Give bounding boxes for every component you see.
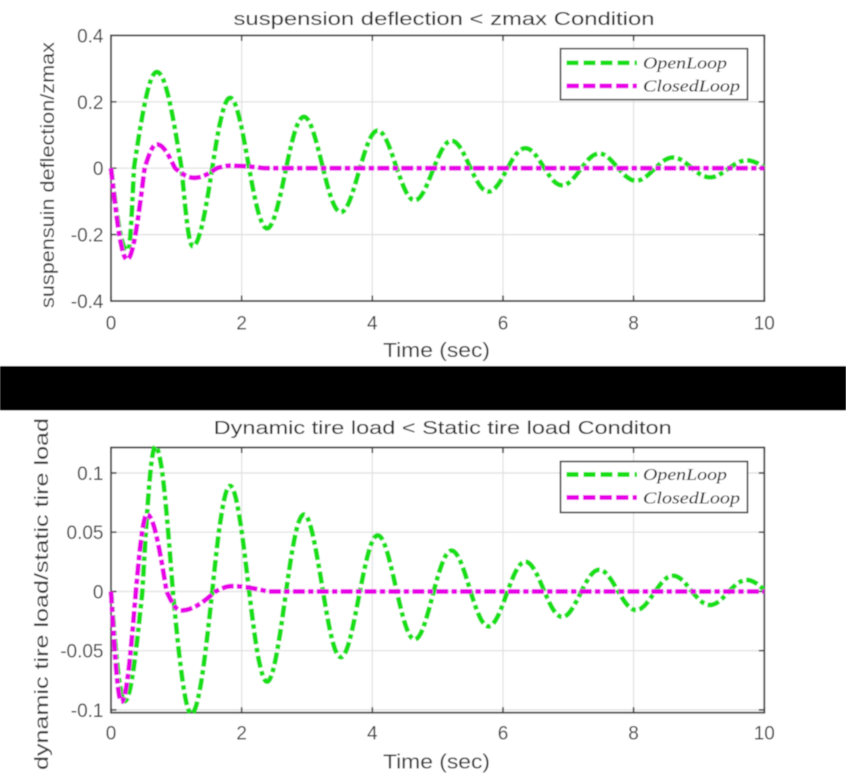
svg-text:6: 6 [498, 724, 509, 745]
svg-text:0.4: 0.4 [77, 26, 104, 47]
svg-text:0.1: 0.1 [77, 464, 103, 485]
svg-text:-0.2: -0.2 [71, 226, 104, 247]
svg-text:0.05: 0.05 [67, 523, 104, 544]
svg-text:OpenLoop: OpenLoop [643, 465, 727, 484]
svg-text:2: 2 [236, 724, 247, 745]
svg-text:dynamic tire load/static tire: dynamic tire load/static tire load [32, 418, 53, 770]
svg-text:Time (sec): Time (sec) [383, 752, 490, 774]
svg-text:6: 6 [498, 314, 509, 335]
svg-text:4: 4 [367, 724, 378, 745]
svg-text:-0.05: -0.05 [60, 642, 103, 663]
svg-text:8: 8 [628, 724, 639, 745]
svg-text:-0.1: -0.1 [71, 701, 104, 722]
svg-text:-0.4: -0.4 [71, 292, 104, 313]
svg-text:Time (sec): Time (sec) [383, 340, 490, 362]
svg-text:10: 10 [754, 724, 775, 745]
svg-text:ClosedLoop: ClosedLoop [643, 77, 740, 96]
svg-text:0: 0 [93, 583, 104, 604]
svg-text:4: 4 [367, 314, 378, 335]
svg-text:2: 2 [236, 314, 247, 335]
svg-text:0: 0 [93, 159, 104, 180]
svg-text:0.2: 0.2 [77, 93, 103, 114]
svg-text:10: 10 [754, 314, 775, 335]
svg-text:suspensuin deflection/zmax: suspensuin deflection/zmax [38, 41, 59, 308]
svg-text:Dynamic tire load < Static tir: Dynamic tire load < Static tire load Con… [214, 417, 672, 438]
svg-text:OpenLoop: OpenLoop [643, 54, 727, 73]
svg-text:0: 0 [106, 724, 117, 745]
svg-text:8: 8 [628, 314, 639, 335]
svg-text:suspension deflection < zmax C: suspension deflection < zmax Condition [234, 8, 655, 29]
svg-text:ClosedLoop: ClosedLoop [643, 488, 740, 507]
svg-text:0: 0 [106, 314, 117, 335]
